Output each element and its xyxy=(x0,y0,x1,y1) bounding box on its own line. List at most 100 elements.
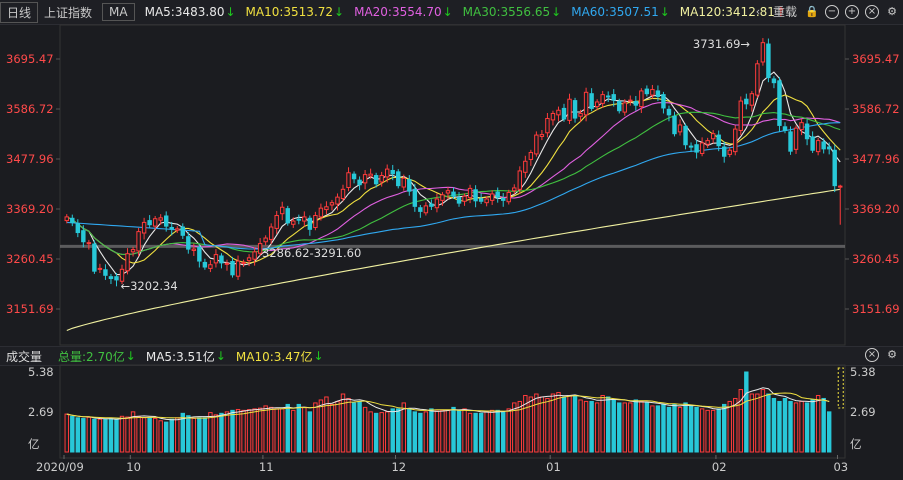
candle-body xyxy=(418,207,423,212)
volume-bar xyxy=(473,412,478,453)
price-axis-label-right: 3695.47 xyxy=(852,52,900,66)
candle-body xyxy=(318,207,324,218)
period-selector[interactable]: 日线 xyxy=(0,1,39,23)
volume-bar xyxy=(501,411,506,453)
volume-bar xyxy=(346,397,351,453)
plus-icon[interactable]: + xyxy=(845,4,859,19)
candle-body xyxy=(484,198,489,204)
volume-bar xyxy=(224,411,230,453)
volume-bar xyxy=(534,393,539,453)
volume-bar xyxy=(694,406,699,453)
volume-bar xyxy=(528,396,534,453)
volume-bar xyxy=(617,402,622,453)
volume-bar xyxy=(815,394,821,453)
candle-body xyxy=(722,146,727,157)
volume-bar xyxy=(64,413,69,453)
indicator-selector[interactable]: MA xyxy=(102,3,135,21)
candle-body xyxy=(639,90,644,108)
volume-bar xyxy=(688,405,694,453)
candle-body xyxy=(556,109,561,116)
candle-body xyxy=(92,243,97,272)
gear-icon[interactable]: ⚙ xyxy=(887,348,897,361)
volume-bar xyxy=(777,400,782,453)
candle-body xyxy=(605,95,611,98)
x-axis-label: 11 xyxy=(259,460,274,474)
candle-body xyxy=(655,90,661,97)
candle-body xyxy=(473,189,478,202)
candle-body xyxy=(650,89,655,96)
volume-bar xyxy=(550,393,556,453)
volume-ma5: MA5:3.51亿 xyxy=(145,349,215,364)
candle-body xyxy=(478,198,484,202)
candle-body xyxy=(815,140,821,153)
volume-bar xyxy=(390,408,395,453)
candle-body xyxy=(346,172,351,188)
gear-icon[interactable]: ⚙ xyxy=(887,4,897,18)
close-icon[interactable]: × xyxy=(865,4,879,19)
volume-toolbar: 成交量 总量:2.70亿 ↓ MA5:3.51亿 ↓ MA10:3.47亿 ↓ × ⚙ xyxy=(0,346,903,366)
volume-bar xyxy=(252,408,257,453)
candle-body xyxy=(561,107,567,120)
volume-bar xyxy=(191,417,197,453)
volume-bar xyxy=(274,408,279,453)
left-arrow-icon[interactable]: ‹ xyxy=(755,4,761,18)
volume-bar xyxy=(351,402,357,453)
volume-bar xyxy=(119,415,125,453)
volume-bar xyxy=(241,409,246,453)
candle-body xyxy=(81,230,86,243)
volume-bar xyxy=(440,409,445,453)
x-axis-label: 01 xyxy=(546,460,561,474)
candle-body xyxy=(489,193,495,201)
volume-bar xyxy=(163,421,169,453)
volume-bar xyxy=(462,408,467,453)
candle-body xyxy=(622,102,627,113)
candle-body xyxy=(826,146,832,150)
candle-body xyxy=(285,208,290,224)
chart-toolbar: 日线 上证指数 MA MA5:3483.80↓ MA10:3513.72↓ MA20… xyxy=(0,0,903,25)
close-icon[interactable]: × xyxy=(865,348,879,362)
candle-body xyxy=(64,216,69,222)
minus-icon[interactable]: − xyxy=(825,4,839,19)
volume-bar xyxy=(257,407,263,453)
candle-body xyxy=(495,191,500,198)
candle-body xyxy=(335,196,340,205)
candle-body xyxy=(727,149,732,155)
candle-body xyxy=(147,220,152,226)
volume-axis-label-left: 5.38 xyxy=(28,365,54,379)
volume-axis-label-left: 亿 xyxy=(28,437,40,451)
volume-bar xyxy=(379,412,384,453)
reload-button[interactable]: 重载 xyxy=(772,5,797,19)
volume-bar xyxy=(291,409,296,453)
candle-body xyxy=(467,187,473,199)
price-axis-label-left: 3477.96 xyxy=(6,152,54,166)
index-name[interactable]: 上证指数 xyxy=(44,5,93,20)
ma-line-ma60 xyxy=(66,122,841,250)
volume-bar xyxy=(434,410,440,453)
volume-bar xyxy=(318,399,324,453)
high-annotation: 3731.69→ xyxy=(693,37,751,51)
candle-body xyxy=(710,133,716,140)
x-axis-label: 03 xyxy=(833,460,848,474)
candle-body xyxy=(175,228,180,231)
candle-body xyxy=(186,236,191,250)
candle-body xyxy=(213,254,219,264)
volume-total: 总量:2.70亿 xyxy=(58,349,125,364)
ma-line-ma120 xyxy=(66,188,841,332)
candle-body xyxy=(340,188,346,200)
volume-bar xyxy=(788,400,793,453)
candle-body xyxy=(158,217,163,221)
candle-body xyxy=(733,128,738,153)
volume-axis-label-left: 2.69 xyxy=(28,405,54,419)
candle-body xyxy=(302,216,307,222)
volume-bar xyxy=(683,402,688,453)
volume-title[interactable]: 成交量 xyxy=(6,349,43,364)
candle-body xyxy=(617,101,622,112)
price-axis-label-right: 3477.96 xyxy=(852,152,900,166)
volume-bar xyxy=(478,412,484,453)
lock-icon[interactable]: 🔒 xyxy=(805,4,819,18)
volume-bar xyxy=(605,396,611,453)
candle-body xyxy=(550,112,556,121)
volume-bar xyxy=(285,403,290,453)
volume-bar xyxy=(567,394,572,453)
